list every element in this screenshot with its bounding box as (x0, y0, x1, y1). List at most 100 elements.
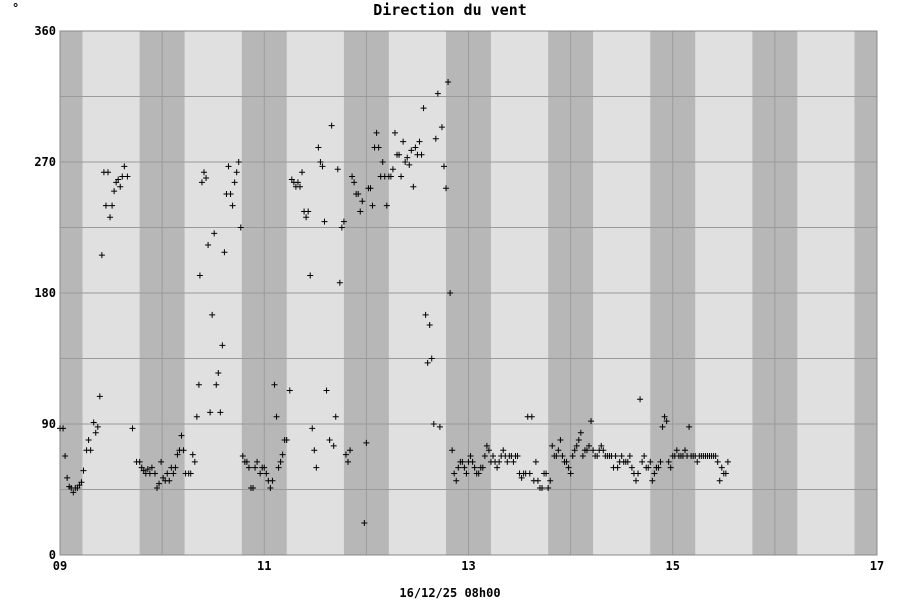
data-point (588, 418, 595, 425)
data-point (651, 470, 658, 477)
data-point (334, 166, 341, 173)
data-point (408, 147, 415, 154)
data-point (471, 464, 478, 471)
data-point (598, 442, 605, 449)
data-point (243, 458, 250, 465)
data-point (612, 453, 619, 460)
data-point (311, 447, 318, 454)
data-point (373, 129, 380, 136)
data-point (500, 447, 507, 454)
data-point (475, 470, 482, 477)
data-point (637, 396, 644, 403)
data-point (400, 138, 407, 145)
data-point (641, 453, 648, 460)
data-point (577, 429, 584, 436)
data-point (286, 387, 293, 394)
data-point (231, 179, 238, 186)
data-point (424, 359, 431, 366)
data-point (659, 423, 666, 430)
data-point (239, 453, 246, 460)
data-point (573, 442, 580, 449)
data-point (307, 272, 314, 279)
data-point (469, 458, 476, 465)
y-tick-label: 360 (34, 24, 56, 38)
data-point (294, 179, 301, 186)
data-point (481, 453, 488, 460)
data-point (191, 458, 198, 465)
data-point (391, 129, 398, 136)
data-point (326, 437, 333, 444)
data-point (252, 464, 259, 471)
data-point (124, 173, 131, 180)
data-point (579, 453, 586, 460)
data-point (90, 419, 97, 426)
y-axis-tick-labels: 0 90 180 270 360 (34, 24, 56, 562)
data-point (273, 413, 280, 420)
data-point (104, 169, 111, 176)
data-point (164, 470, 171, 477)
data-point (694, 458, 701, 465)
data-point (714, 458, 721, 465)
data-point (639, 458, 646, 465)
data-point (119, 173, 126, 180)
data-point (187, 470, 194, 477)
data-point (283, 437, 290, 444)
data-point (62, 453, 69, 460)
data-point (416, 138, 423, 145)
data-point (166, 477, 173, 484)
data-point (628, 464, 635, 471)
data-point (151, 470, 158, 477)
data-point (195, 381, 202, 388)
data-point (336, 279, 343, 286)
data-point (303, 214, 310, 221)
data-point (624, 458, 631, 465)
data-point (447, 290, 454, 296)
data-point (349, 173, 356, 180)
data-point (121, 163, 128, 170)
data-point (263, 470, 270, 477)
data-point (563, 458, 570, 465)
data-point (504, 458, 511, 465)
data-point (299, 169, 306, 176)
data-point (225, 163, 232, 170)
data-point (712, 453, 719, 460)
data-point (412, 144, 419, 151)
data-point (718, 464, 725, 471)
data-point (404, 154, 411, 161)
chart-title: Direction du vent (373, 1, 527, 19)
data-point (379, 159, 386, 165)
data-point (420, 105, 427, 112)
data-points (57, 78, 731, 526)
data-point (305, 208, 312, 215)
data-point (571, 447, 578, 454)
data-point (494, 464, 501, 471)
data-point (156, 480, 163, 487)
data-point (724, 458, 731, 465)
data-point (375, 144, 382, 151)
data-point (363, 439, 370, 446)
data-point (355, 191, 362, 198)
data-point (254, 458, 261, 465)
data-point (200, 169, 207, 176)
data-point (80, 467, 87, 474)
data-point (586, 442, 593, 449)
data-point (518, 474, 525, 481)
data-point (632, 477, 639, 484)
data-point (369, 202, 376, 209)
data-point (277, 458, 284, 465)
data-point (315, 144, 322, 151)
data-point (328, 122, 335, 129)
data-point (221, 249, 228, 256)
data-point (485, 447, 492, 454)
y-tick-label: 270 (34, 155, 56, 169)
unit-label: ° (12, 1, 19, 15)
x-tick-label: 17 (870, 559, 884, 573)
data-point (189, 451, 196, 458)
data-point (129, 425, 136, 432)
data-point (543, 470, 550, 477)
data-point (219, 342, 226, 349)
data-point (117, 183, 124, 190)
data-point (559, 453, 566, 460)
data-point (514, 453, 521, 460)
data-point (667, 464, 674, 471)
